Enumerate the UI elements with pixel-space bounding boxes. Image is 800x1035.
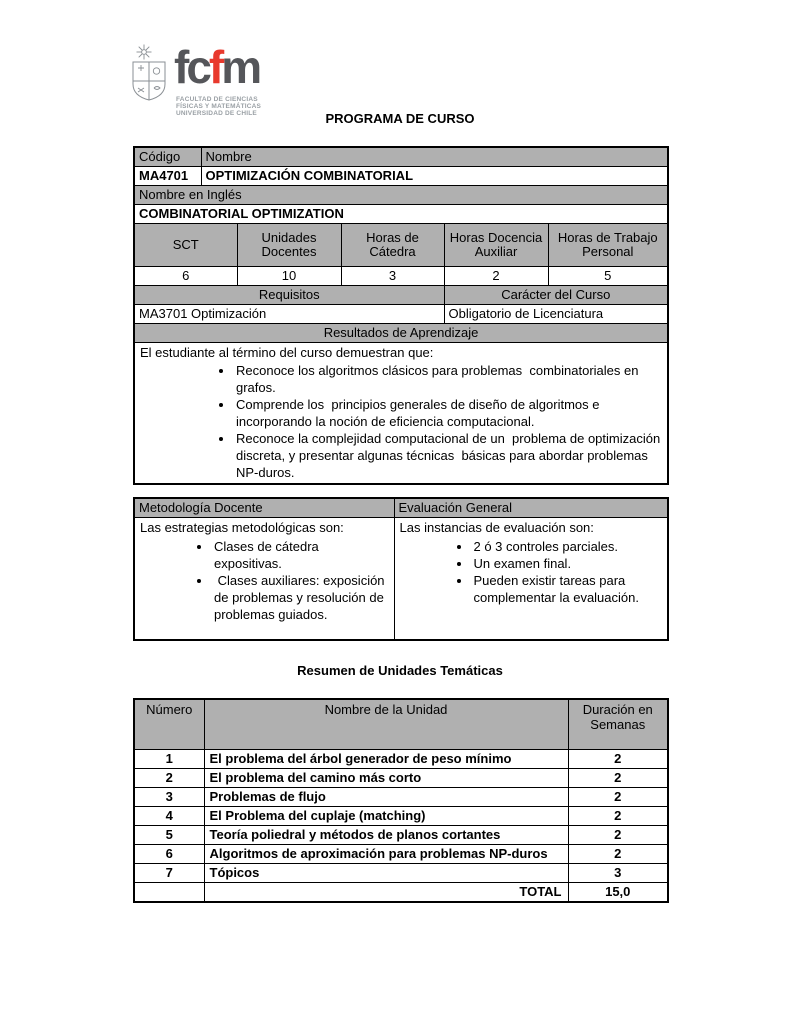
metodologia-bullet: Clases de cátedra expositivas. <box>212 538 389 572</box>
unit-duration: 2 <box>567 843 669 864</box>
resultados-bullet-list: Reconoce los algoritmos clásicos para pr… <box>220 362 662 481</box>
credit-value-unidades: 10 <box>236 266 342 286</box>
units-section-heading: Resumen de Unidades Temáticas <box>297 663 503 678</box>
caracter-label: Carácter del Curso <box>443 285 669 305</box>
unit-duration: 2 <box>567 748 669 769</box>
credit-header-personal: Horas de Trabajo Personal <box>547 223 669 267</box>
resultados-content: El estudiante al término del curso demue… <box>133 342 669 485</box>
credit-header-auxiliar: Horas Docencia Auxiliar <box>443 223 549 267</box>
credit-value-catedra: 3 <box>340 266 445 286</box>
units-table: Número Nombre de la Unidad Duración en S… <box>133 698 669 903</box>
unit-duration: 2 <box>567 767 669 788</box>
unit-number: 3 <box>133 786 205 807</box>
evaluacion-content: Las instancias de evaluación son: 2 ó 3 … <box>393 517 669 640</box>
unit-row: 1 El problema del árbol generador de pes… <box>133 748 669 769</box>
resultados-bullet: Reconoce los algoritmos clásicos para pr… <box>234 362 662 396</box>
metodologia-label: Metodología Docente <box>133 497 395 518</box>
unit-duration: 2 <box>567 805 669 826</box>
evaluacion-bullet: Un examen final. <box>472 555 663 572</box>
unit-name: El Problema del cuplaje (matching) <box>203 805 569 826</box>
nombre-value: OPTIMIZACIÓN COMBINATORIAL <box>200 166 669 186</box>
nombre-ingles-label: Nombre en Inglés <box>133 185 669 205</box>
unit-number: 6 <box>133 843 205 864</box>
logo-subtitle: FACULTAD DE CIENCIAS FÍSICAS Y MATEMÁTIC… <box>176 96 262 117</box>
resultados-intro: El estudiante al término del curso demue… <box>140 345 434 360</box>
evaluacion-bullet: Pueden existir tareas para complementar … <box>472 572 663 606</box>
fcfm-logo: fcfm FACULTAD DE CIENCIAS FÍSICAS Y MATE… <box>130 42 350 122</box>
units-rows: 1 El problema del árbol generador de pes… <box>133 748 669 883</box>
unit-name: Problemas de flujo <box>203 786 569 807</box>
units-total-value: 15,0 <box>567 881 669 902</box>
unit-name: Tópicos <box>203 862 569 883</box>
unit-number: 2 <box>133 767 205 788</box>
credit-value-personal: 5 <box>547 266 669 286</box>
unit-number: 4 <box>133 805 205 826</box>
unit-row: 3 Problemas de flujo 2 <box>133 786 669 807</box>
resultados-bullet: Reconoce la complejidad computacional de… <box>234 430 662 481</box>
codigo-value: MA4701 <box>133 166 202 186</box>
nombre-label: Nombre <box>200 146 669 167</box>
requisitos-label: Requisitos <box>133 285 445 305</box>
unit-row: 4 El Problema del cuplaje (matching) 2 <box>133 805 669 826</box>
unit-number: 1 <box>133 748 205 769</box>
unit-duration: 2 <box>567 786 669 807</box>
evaluacion-bullet: 2 ó 3 controles parciales. <box>472 538 663 555</box>
unit-row: 5 Teoría poliedral y métodos de planos c… <box>133 824 669 845</box>
unit-name: El problema del camino más corto <box>203 767 569 788</box>
evaluacion-label: Evaluación General <box>393 497 669 518</box>
unit-name: El problema del árbol generador de peso … <box>203 748 569 769</box>
unit-name: Algoritmos de aproximación para problema… <box>203 843 569 864</box>
unit-name: Teoría poliedral y métodos de planos cor… <box>203 824 569 845</box>
metodologia-bullet: Clases auxiliares: exposición de problem… <box>212 572 389 623</box>
units-total-label: TOTAL <box>203 881 569 902</box>
unit-row: 6 Algoritmos de aproximación para proble… <box>133 843 669 864</box>
page-title: PROGRAMA DE CURSO <box>325 111 475 126</box>
unit-number: 7 <box>133 862 205 883</box>
method-eval-table: Metodología Docente Evaluación General L… <box>133 497 669 641</box>
evaluacion-bullet-list: 2 ó 3 controles parciales.Un examen fina… <box>458 538 663 606</box>
codigo-label: Código <box>133 146 202 167</box>
metodologia-content: Las estrategias metodológicas son: Clase… <box>133 517 395 640</box>
caracter-value: Obligatorio de Licenciatura <box>443 304 669 324</box>
resultados-label: Resultados de Aprendizaje <box>133 323 669 343</box>
credit-header-sct: SCT <box>133 223 238 267</box>
units-header-nombre: Nombre de la Unidad <box>203 698 569 750</box>
course-info-table: Código Nombre MA4701 OPTIMIZACIÓN COMBIN… <box>133 146 670 485</box>
unit-row: 2 El problema del camino más corto 2 <box>133 767 669 788</box>
university-shield-icon <box>130 44 170 107</box>
metodologia-intro: Las estrategias metodológicas son: <box>140 520 344 535</box>
unit-duration: 3 <box>567 862 669 883</box>
resultados-bullet: Comprende los principios generales de di… <box>234 396 662 430</box>
unit-row: 7 Tópicos 3 <box>133 862 669 883</box>
units-total-row: TOTAL 15,0 <box>133 881 669 902</box>
credit-header-unidades: Unidades Docentes <box>236 223 342 267</box>
nombre-ingles-value: COMBINATORIAL OPTIMIZATION <box>133 204 669 224</box>
units-header-numero: Número <box>133 698 205 750</box>
metodologia-bullet-list: Clases de cátedra expositivas. Clases au… <box>198 538 389 623</box>
credit-value-sct: 6 <box>133 266 238 286</box>
units-total-empty-cell <box>133 881 205 902</box>
unit-duration: 2 <box>567 824 669 845</box>
requisitos-value: MA3701 Optimización <box>133 304 445 324</box>
unit-number: 5 <box>133 824 205 845</box>
credit-value-auxiliar: 2 <box>443 266 549 286</box>
credit-header-catedra: Horas de Cátedra <box>340 223 445 267</box>
evaluacion-intro: Las instancias de evaluación son: <box>399 520 594 535</box>
units-header-duracion: Duración en Semanas <box>567 698 669 750</box>
fcfm-wordmark: fcfm <box>174 41 262 93</box>
